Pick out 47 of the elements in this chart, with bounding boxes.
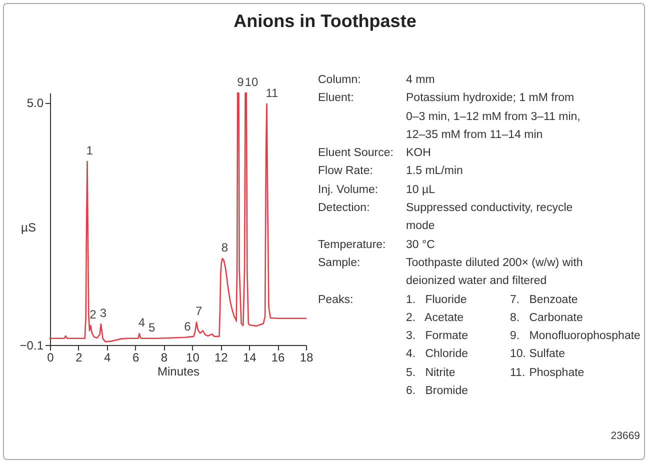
text: 4. Chloride [406, 347, 468, 362]
text: 9. Monofluorophosphate [510, 329, 640, 344]
text: Temperature: 30 °C [318, 238, 435, 251]
text: 7. Benzoate [510, 292, 578, 308]
annotation: 6 [184, 319, 192, 334]
text: 11. Phosphate [510, 366, 584, 381]
text: 23669 [610, 430, 640, 442]
y-tick-label: 5.0 [26, 96, 44, 110]
x-tick-label: 10 [186, 350, 200, 364]
x-tick-label: 0 [47, 350, 54, 364]
text: Peaks: [318, 292, 354, 308]
x-axis-title: Minutes [157, 364, 200, 378]
chart-title: Anions in Toothpaste [232, 11, 418, 32]
annotation: 4 [138, 316, 146, 330]
y-axis-title: µS [21, 220, 36, 234]
text: 10. Sulfate [510, 347, 565, 362]
text: 2. Acetate [406, 310, 464, 326]
y-tick-label: −0.1 [20, 338, 44, 352]
text: 1. Fluoride [406, 292, 467, 308]
text: Detection: Suppressed conductivity, recycle mode [318, 202, 573, 232]
text: 5. Nitrite [406, 366, 456, 381]
text: Eluent: Potassium hydroxide; 1 mM from 0–3 min, 1–12 mM from 3–11 min, 12–35 mM from 11–14 min [318, 92, 580, 141]
annotation: 10 [244, 75, 259, 89]
annotation: 8 [221, 240, 228, 254]
annotation: 2 [90, 308, 97, 322]
text: Eluent Source: KOH [318, 146, 431, 162]
annotation: 3 [100, 306, 107, 320]
text: Column: 4 mm [318, 74, 435, 86]
text: Sample: Toothpaste diluted 200× (w/w) with deionized water and filtered [318, 256, 583, 288]
x-tick-label: 4 [104, 350, 112, 364]
x-tick-label: 2 [76, 350, 83, 364]
annotation: 11 [266, 86, 279, 100]
x-tick-label: 12 [214, 350, 228, 364]
annotation: 5 [148, 320, 156, 334]
x-tick-label: 16 [271, 350, 286, 364]
annotation: 1 [86, 143, 94, 158]
x-tick-label: 8 [160, 350, 168, 364]
text: Flow Rate: 1.5 mL/min [318, 165, 463, 178]
x-tick-label: 6 [132, 350, 140, 364]
annotation: 7 [195, 304, 202, 318]
text: Inj. Volume: 10 µL [318, 184, 436, 196]
text: 3. Formate [406, 329, 468, 344]
text: 8. Carbonate [510, 310, 583, 326]
annotation: 9 [237, 75, 244, 89]
x-tick-label: 14 [242, 350, 257, 364]
text: 6. Bromide [406, 384, 468, 400]
x-tick-label: 18 [300, 350, 314, 364]
